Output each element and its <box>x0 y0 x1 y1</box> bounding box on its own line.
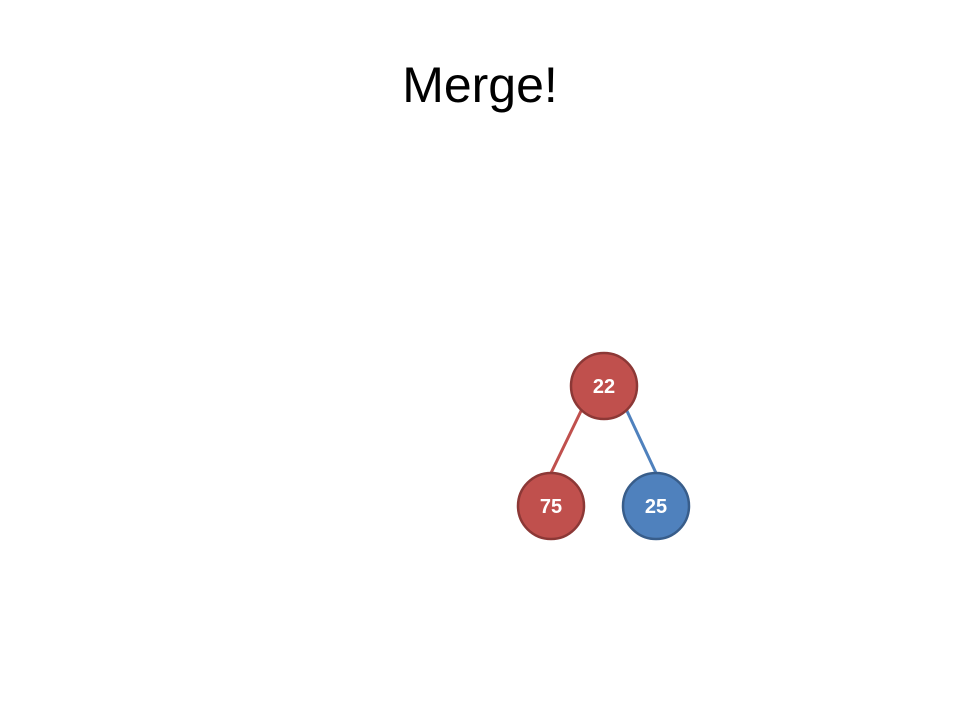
node-circle-root <box>569 351 639 421</box>
node-label-root: 22 <box>593 376 615 398</box>
node-circle-left-child <box>516 471 586 541</box>
node-label-right-child: 25 <box>645 496 667 518</box>
slide-title: Merge! <box>402 57 558 113</box>
tree-node-left-child: 75 <box>516 471 586 541</box>
edge-root-to-right-child <box>625 409 658 475</box>
tree-node-right-child: 25 <box>621 471 691 541</box>
node-label-left-child: 75 <box>540 496 562 518</box>
tree-node-root: 22 <box>569 351 639 421</box>
node-circle-right-child <box>621 471 691 541</box>
edge-root-to-left-child <box>549 409 583 475</box>
